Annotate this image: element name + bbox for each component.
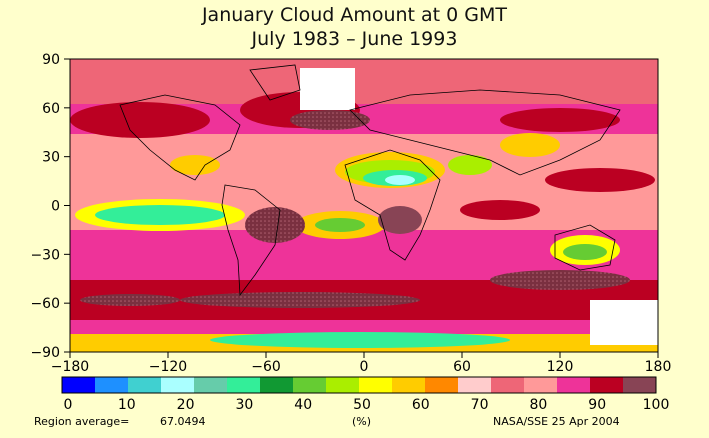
colorbar-swatch — [62, 377, 95, 393]
colorbar-label: 10 — [118, 397, 136, 413]
lat-tick-label: 60 — [42, 101, 60, 117]
colorbar-swatch — [458, 377, 491, 393]
latitude-axis: 90 60 30 0 −30 −60 −90 — [30, 52, 70, 361]
lat-tick-label: −60 — [30, 296, 60, 312]
colorbar-label: 80 — [529, 397, 547, 413]
colorbar-swatch — [161, 377, 194, 393]
colorbar-swatch — [194, 377, 227, 393]
cloud-amount-field — [70, 59, 658, 352]
colorbar-swatch — [227, 377, 260, 393]
longitude-axis: −180 −120 −60 0 60 120 180 — [51, 352, 672, 375]
region-average-label: Region average= — [34, 415, 130, 428]
map-title: January Cloud Amount at 0 GMT — [201, 4, 508, 26]
lon-tick-label: 0 — [360, 359, 369, 375]
colorbar-labels: 0 10 20 30 40 50 60 70 80 90 100 — [64, 397, 670, 413]
colorbar-swatch — [590, 377, 623, 393]
colorbar-label: 30 — [235, 397, 253, 413]
colorbar-label: 20 — [177, 397, 195, 413]
region-average-value: 67.0494 — [160, 415, 206, 428]
lon-tick-label: −180 — [51, 359, 89, 375]
lon-tick-label: −120 — [149, 359, 187, 375]
lat-tick-label: 90 — [42, 52, 60, 68]
map-subtitle: July 1983 – June 1993 — [251, 28, 458, 50]
colorbar-swatch — [359, 377, 392, 393]
colorbar-swatch — [557, 377, 590, 393]
colorbar — [61, 376, 657, 394]
colorbar-label: 0 — [64, 397, 73, 413]
colorbar-swatch — [491, 377, 524, 393]
coastlines — [119, 64, 621, 297]
colorbar-swatch — [95, 377, 128, 393]
colorbar-swatch — [326, 377, 359, 393]
credit-label: NASA/SSE 25 Apr 2004 — [493, 415, 620, 428]
colorbar-swatch — [128, 377, 161, 393]
unit-label: (%) — [352, 415, 372, 428]
lat-tick-label: −30 — [30, 247, 60, 263]
colorbar-label: 70 — [471, 397, 489, 413]
lon-tick-label: 60 — [453, 359, 471, 375]
colorbar-swatch — [260, 377, 293, 393]
colorbar-swatch — [524, 377, 557, 393]
colorbar-frame — [61, 376, 657, 394]
lat-tick-label: −90 — [30, 345, 60, 361]
colorbar-label: 40 — [294, 397, 312, 413]
lon-tick-label: −60 — [251, 359, 281, 375]
colorbar-label: 100 — [643, 397, 670, 413]
colorbar-swatch — [425, 377, 458, 393]
lat-tick-label: 30 — [42, 150, 60, 166]
colorbar-swatch — [623, 377, 656, 393]
lon-tick-label: 180 — [645, 359, 672, 375]
colorbar-label: 50 — [353, 397, 371, 413]
colorbar-swatch — [293, 377, 326, 393]
colorbar-label: 90 — [588, 397, 606, 413]
lon-tick-label: 120 — [547, 359, 574, 375]
colorbar-label: 60 — [412, 397, 430, 413]
colorbar-swatch — [392, 377, 425, 393]
lat-tick-label: 0 — [51, 199, 60, 215]
